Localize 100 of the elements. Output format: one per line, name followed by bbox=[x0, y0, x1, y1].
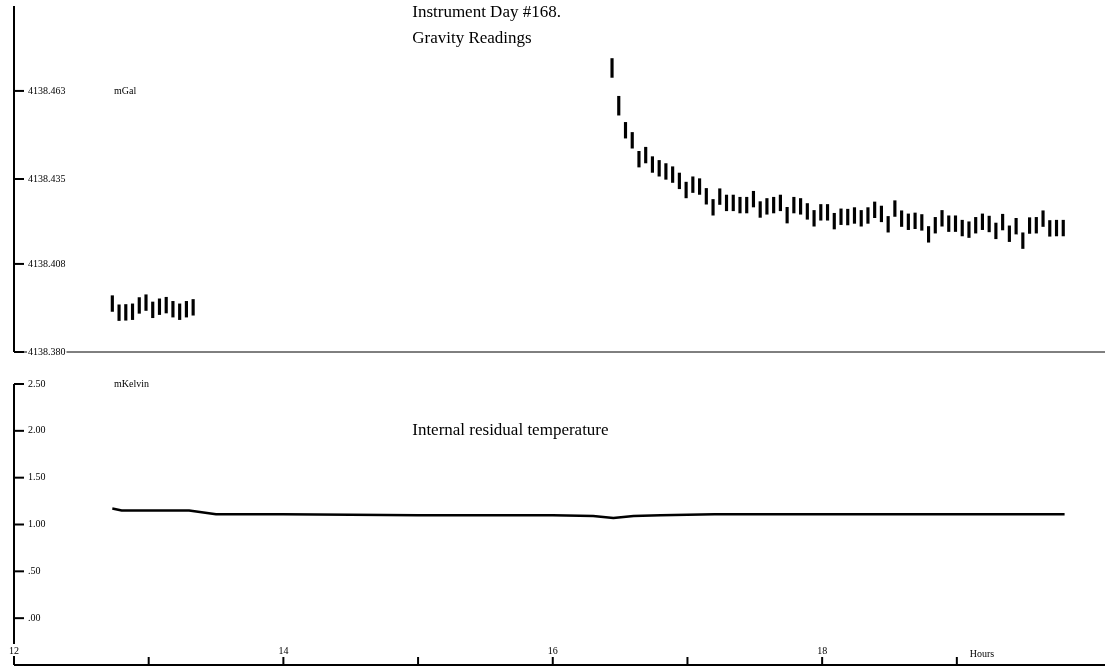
bar bbox=[1048, 220, 1052, 237]
y-tick-label: 4138.380 bbox=[28, 345, 66, 357]
bar bbox=[1054, 219, 1059, 237]
bar bbox=[1061, 219, 1065, 237]
bar bbox=[731, 194, 735, 212]
bar bbox=[953, 215, 958, 232]
y-axis-title: mKelvin bbox=[114, 377, 149, 389]
bar bbox=[623, 122, 628, 139]
bar bbox=[866, 207, 870, 224]
text: Gravity Readings bbox=[412, 27, 532, 47]
x-tick-label: 16 bbox=[547, 644, 558, 656]
bar bbox=[117, 304, 121, 321]
bar bbox=[157, 298, 162, 315]
bar bbox=[711, 199, 715, 216]
bar bbox=[805, 203, 809, 220]
bar bbox=[1027, 217, 1032, 234]
bar bbox=[825, 204, 830, 221]
bar bbox=[758, 201, 762, 218]
bar bbox=[967, 221, 971, 238]
bar bbox=[151, 301, 155, 319]
x-tick-label: 18 bbox=[817, 644, 828, 656]
bar bbox=[778, 194, 782, 212]
bar bbox=[913, 212, 917, 230]
bar bbox=[745, 196, 749, 214]
y-tick-label: 1.00 bbox=[28, 518, 46, 530]
bar bbox=[873, 201, 877, 219]
bar bbox=[772, 196, 776, 214]
chart-title: Instrument Day #168. bbox=[412, 1, 561, 21]
y-tick-label: 4138.408 bbox=[28, 257, 66, 269]
y-tick-label: .50 bbox=[28, 564, 41, 576]
x-tick-label: 12 bbox=[9, 644, 19, 656]
bar bbox=[610, 58, 614, 78]
bar bbox=[960, 219, 964, 237]
bar bbox=[1007, 225, 1011, 242]
bar bbox=[677, 172, 681, 190]
y-tick-label: 2.50 bbox=[28, 377, 46, 389]
bar bbox=[792, 196, 796, 214]
y-tick-label: .00 bbox=[28, 611, 41, 623]
bar bbox=[940, 210, 944, 227]
bar bbox=[704, 188, 708, 205]
bar bbox=[832, 212, 836, 230]
bar bbox=[130, 303, 135, 320]
bar bbox=[184, 301, 188, 318]
bar bbox=[684, 181, 688, 199]
bar bbox=[785, 206, 789, 224]
bar bbox=[171, 301, 175, 318]
bar bbox=[1034, 217, 1038, 234]
x-axis-title: Hours bbox=[969, 647, 995, 659]
bar bbox=[1041, 210, 1045, 227]
bar bbox=[671, 166, 675, 183]
bar bbox=[617, 95, 621, 116]
bar bbox=[987, 215, 991, 233]
bar bbox=[751, 190, 756, 208]
y-tick-label: 4138.463 bbox=[28, 84, 66, 96]
bar bbox=[191, 299, 195, 316]
y-axis-title: mGal bbox=[114, 84, 137, 96]
bar bbox=[799, 198, 803, 215]
bar bbox=[650, 156, 655, 173]
bar bbox=[980, 213, 985, 230]
bar bbox=[994, 222, 998, 240]
bar bbox=[664, 163, 668, 180]
bar bbox=[819, 204, 823, 221]
bar bbox=[1001, 213, 1005, 231]
bar bbox=[1014, 217, 1018, 235]
bar bbox=[691, 176, 695, 193]
bar bbox=[724, 194, 729, 212]
bar bbox=[718, 188, 722, 205]
bar bbox=[920, 214, 924, 231]
bar bbox=[110, 295, 114, 312]
bar bbox=[812, 210, 816, 227]
bar bbox=[879, 205, 883, 223]
bar bbox=[644, 146, 648, 164]
y-tick-label: 4138.435 bbox=[28, 172, 66, 184]
bar bbox=[893, 200, 897, 217]
bar bbox=[657, 160, 661, 177]
bar bbox=[846, 208, 850, 226]
y-tick-label: 1.50 bbox=[28, 471, 46, 483]
bar bbox=[1021, 232, 1025, 249]
bar bbox=[974, 217, 978, 234]
bar bbox=[144, 294, 148, 311]
bar bbox=[852, 207, 857, 224]
bar bbox=[124, 304, 128, 321]
bar bbox=[886, 216, 890, 233]
bar bbox=[738, 196, 742, 214]
bar bbox=[178, 303, 182, 320]
bar bbox=[947, 215, 951, 232]
bar bbox=[859, 210, 863, 227]
bar bbox=[906, 213, 910, 230]
bar bbox=[698, 178, 702, 195]
bar bbox=[900, 210, 904, 227]
bar bbox=[933, 217, 937, 234]
bar bbox=[164, 296, 168, 314]
bar bbox=[839, 208, 843, 225]
bar bbox=[137, 297, 141, 314]
x-tick-label: 14 bbox=[278, 644, 289, 656]
bar bbox=[637, 150, 641, 168]
bar bbox=[630, 132, 634, 149]
bar bbox=[765, 198, 769, 215]
y-tick-label: 2.00 bbox=[28, 424, 46, 436]
bar bbox=[926, 226, 931, 243]
